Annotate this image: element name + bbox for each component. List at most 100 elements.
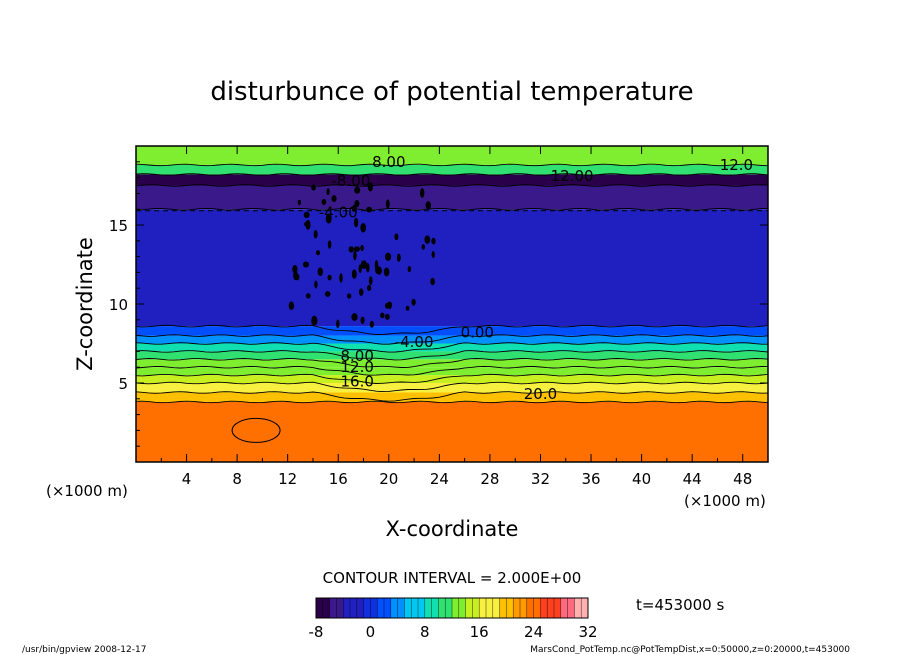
contour-line-10 (136, 324, 768, 335)
contour-blob (405, 305, 410, 311)
contour-blob (315, 250, 321, 256)
contour-line-3 (136, 381, 768, 393)
colorbar-segment (343, 598, 351, 618)
contour-blob (346, 293, 352, 299)
colorbar-segment (438, 598, 446, 618)
contour-blob (367, 182, 374, 192)
heatmap-band-3 (136, 375, 768, 383)
contour-label: 12.0 (340, 358, 373, 376)
colorbar-segment (329, 598, 337, 618)
colorbar-segment (431, 598, 439, 618)
contour-blob (383, 267, 390, 277)
contour-blob (366, 263, 370, 273)
colorbar-tick-label: 8 (420, 623, 430, 641)
contour-label: -8.00 (331, 172, 370, 190)
colorbar-segment (452, 598, 460, 618)
x-tick-label: 32 (531, 470, 550, 488)
colorbar-segment (322, 598, 331, 618)
heatmap-band-5 (136, 359, 768, 368)
contour-closed-loop (231, 417, 281, 443)
heatmap-band-1 (136, 392, 768, 402)
colorbar-tick-label: 24 (524, 623, 543, 641)
contour-blob (384, 302, 391, 309)
contour-line-11 (136, 207, 768, 211)
contour-blob (374, 260, 379, 270)
contour-blob (348, 246, 354, 253)
contour-blob (311, 184, 316, 191)
contour-label: 20.0 (524, 385, 557, 403)
contour-blob (360, 316, 365, 325)
contour-blob (326, 188, 330, 196)
contour-blob (351, 269, 357, 279)
contour-blob (360, 260, 367, 269)
contour-blob (421, 243, 426, 250)
colorbar-segment (384, 598, 392, 618)
colorbar-segment (513, 598, 521, 618)
colorbar (315, 598, 589, 618)
heatmap-band-8 (136, 335, 768, 344)
x-tick-label: 48 (733, 470, 752, 488)
contour-blob (368, 276, 373, 286)
contour-blob (353, 246, 360, 252)
colorbar-segment (499, 598, 507, 618)
colorbar-tick-label: 0 (366, 623, 376, 641)
colorbar-segment (404, 598, 412, 618)
contour-blob (380, 312, 385, 319)
contour-blob (431, 237, 436, 245)
contour-blob (385, 313, 390, 320)
colorbar-segment (506, 598, 514, 618)
contour-label: 16.0 (340, 372, 373, 390)
contour-label: 0.00 (461, 323, 494, 341)
contour-blob (358, 264, 362, 274)
x-tick-label: 44 (683, 470, 702, 488)
colorbar-segment (377, 598, 385, 618)
contour-blob (327, 274, 332, 281)
colorbar-segment (445, 598, 453, 618)
time-text: t=453000 s (636, 596, 724, 614)
x-tick-label: 4 (182, 470, 192, 488)
colorbar-segment (574, 598, 582, 618)
heatmap-band-14 (136, 146, 768, 165)
contour-blob (327, 240, 332, 249)
contour-line-14 (136, 163, 768, 167)
colorbar-segment (533, 598, 541, 618)
colorbar-segment (526, 598, 535, 618)
heatmap-band-12 (136, 174, 768, 186)
contour-label: -4.00 (395, 333, 434, 351)
contour-blob (293, 270, 298, 281)
contour-labels: 8.00 12.012.00-8.00-4.000.00-4.008.0012.0… (319, 153, 753, 403)
y-tick-label: 15 (109, 217, 128, 235)
footer-left: /usr/bin/gpview 2008-12-17 (22, 645, 146, 654)
heatmap-band-10 (136, 209, 768, 327)
plot-area: 8.00 12.012.00-8.00-4.000.00-4.008.0012.0… (109, 145, 769, 488)
contour-blob (425, 201, 432, 210)
contour-label: 12.00 (551, 167, 594, 185)
contour-line-13 (136, 173, 768, 176)
colorbar-segment (363, 598, 371, 618)
contour-blob (360, 223, 367, 233)
contour-blob (303, 211, 310, 219)
contour-blob (369, 320, 374, 328)
x-tick-label: 12 (278, 470, 297, 488)
contour-blob (424, 235, 431, 244)
heatmap-band-0 (136, 401, 768, 462)
contour-blob (302, 261, 310, 268)
x-tick-label: 8 (232, 470, 242, 488)
colorbar-segment (492, 598, 501, 618)
colorbar-segment (418, 598, 426, 618)
contour-blob (311, 319, 316, 325)
contour-blob (411, 298, 416, 306)
contour-line-1 (136, 400, 768, 404)
colorbar-tick-label: 16 (470, 623, 489, 641)
heatmap-band-7 (136, 343, 768, 352)
heatmap-band-9 (136, 326, 768, 336)
colorbar-frame (315, 597, 589, 619)
colorbar-segment (316, 598, 324, 618)
contour-blob (394, 233, 399, 241)
colorbar-segment (486, 598, 494, 618)
contour-blob (325, 213, 332, 224)
contour-blob (331, 195, 337, 203)
heatmap-band-2 (136, 383, 768, 393)
contour-blob (385, 199, 390, 209)
colorbar-tick-label: 32 (578, 623, 597, 641)
